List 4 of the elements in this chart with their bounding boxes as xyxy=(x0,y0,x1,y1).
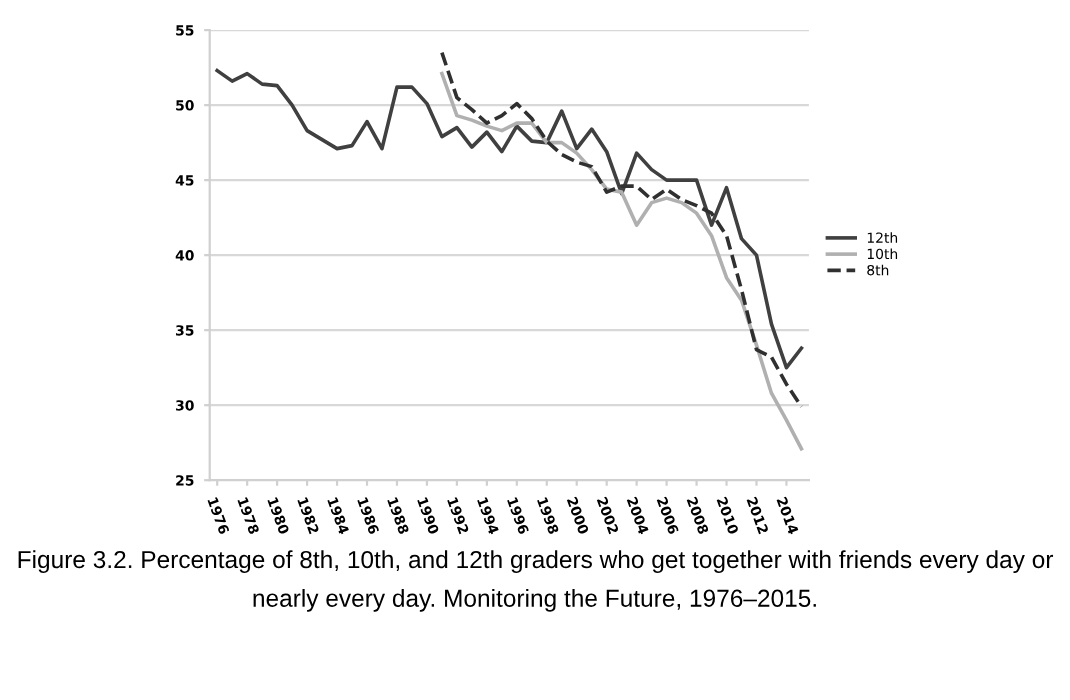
caption: Figure 3.2. Percentage of 8th, 10th, and 12th graders who get together with friends every day or nearly every day. Monitoring the Future, 1976–2015. xyxy=(18,550,1054,612)
line-series xyxy=(440,50,804,409)
line-series xyxy=(440,71,804,451)
line-series xyxy=(215,68,804,370)
